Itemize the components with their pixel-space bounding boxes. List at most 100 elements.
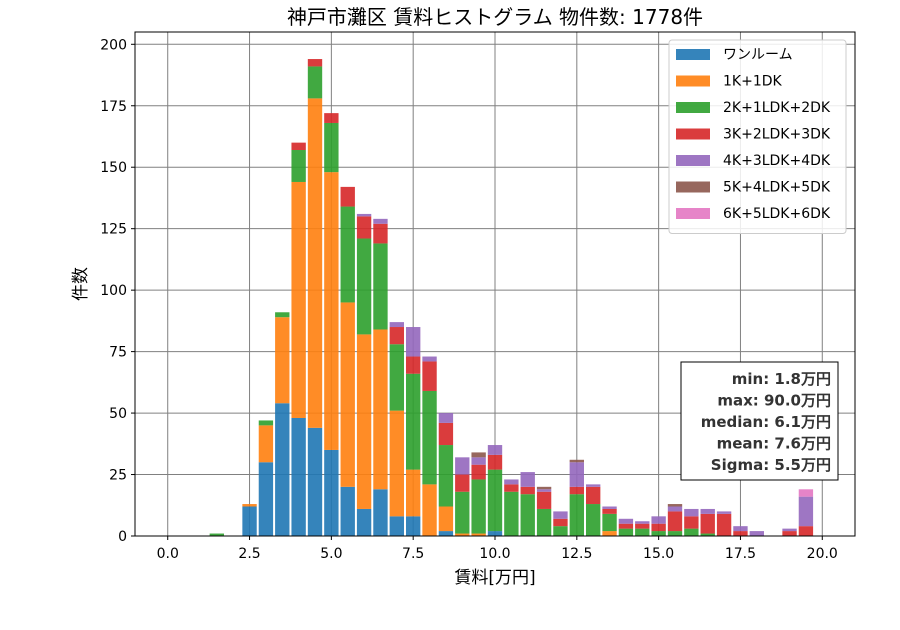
histogram-bar	[700, 508, 715, 514]
stats-frame	[680, 361, 839, 481]
histogram-bar	[569, 462, 584, 487]
histogram-bar	[487, 445, 503, 455]
histogram-bar	[504, 484, 519, 492]
histogram-bar	[438, 531, 454, 536]
chart-title: 神戸市灘区 賃料ヒストグラム 物件数: 1778件	[287, 5, 703, 29]
histogram-bar	[389, 327, 404, 345]
histogram-bar	[455, 533, 470, 536]
x-axis-label: 賃料[万円]	[454, 568, 535, 588]
legend-swatch	[676, 49, 710, 60]
histogram-bars	[209, 59, 814, 536]
histogram-bar	[242, 504, 257, 507]
histogram-bar	[586, 504, 601, 536]
histogram-bar	[569, 486, 584, 495]
histogram-bar	[389, 322, 404, 328]
histogram-bar	[569, 459, 584, 463]
histogram-bar	[373, 218, 388, 224]
y-tick-label: 0	[118, 529, 127, 545]
histogram-bar	[651, 516, 666, 524]
histogram-bar	[406, 356, 421, 374]
histogram-bar	[782, 528, 797, 532]
histogram-bar	[340, 486, 355, 536]
histogram-bar	[798, 526, 814, 536]
y-tick-label: 150	[100, 160, 127, 176]
histogram-bar	[406, 516, 421, 536]
histogram-bar	[455, 474, 470, 492]
histogram-bar	[242, 506, 257, 536]
legend-swatch	[676, 155, 710, 166]
histogram-bar	[667, 531, 683, 536]
histogram-bar	[487, 531, 503, 536]
histogram-bar	[651, 531, 666, 536]
histogram-bar	[373, 223, 388, 244]
histogram-bar	[356, 238, 372, 335]
y-tick-label: 200	[100, 37, 127, 53]
histogram-bar	[471, 479, 486, 534]
histogram-bar	[487, 454, 503, 470]
histogram-bar	[716, 511, 732, 514]
x-tick-label: 15.0	[643, 546, 674, 562]
stats-line: median: 6.1万円	[701, 413, 831, 431]
histogram-bar	[406, 469, 421, 517]
histogram-bar	[733, 531, 748, 536]
histogram-bar	[471, 457, 486, 465]
histogram-bar	[438, 506, 454, 532]
histogram-bar	[798, 489, 814, 497]
histogram-bar	[471, 452, 486, 458]
x-tick-label: 17.5	[725, 546, 756, 562]
histogram-bar	[471, 533, 486, 536]
histogram-bar	[356, 213, 372, 217]
histogram-bar	[275, 403, 290, 536]
y-tick-label: 125	[100, 222, 127, 238]
histogram-bar	[569, 494, 584, 536]
histogram-bar	[667, 506, 683, 512]
y-axis-label: 件数	[71, 267, 91, 301]
histogram-bar	[602, 531, 617, 536]
histogram-bar	[782, 531, 797, 536]
histogram-bar	[716, 513, 732, 536]
histogram-bar	[438, 422, 454, 446]
histogram-bar	[258, 462, 274, 536]
histogram-bar	[520, 494, 535, 536]
histogram-bar	[553, 526, 568, 536]
histogram-bar	[504, 491, 519, 536]
x-tick-label: 20.0	[807, 546, 838, 562]
legend-label: 2K+1LDK+2DK	[723, 100, 831, 116]
histogram-bar	[373, 489, 388, 536]
legend-label: ワンルーム	[723, 47, 793, 63]
histogram-bar	[684, 508, 699, 517]
histogram-bar	[520, 486, 535, 495]
histogram-bar	[356, 508, 372, 536]
legend-swatch	[676, 75, 710, 87]
x-axis-ticks: 0.0 2.5 5.0 7.5 10.0 12.5 15.0 17.5 20.0	[157, 536, 838, 562]
histogram-bar	[324, 172, 339, 450]
y-tick-label: 25	[109, 468, 127, 484]
histogram-bar	[684, 516, 699, 529]
histogram-bar	[389, 410, 404, 517]
histogram-bar	[275, 312, 290, 318]
stats-box: min: 1.8万円 max: 90.0万円 median: 6.1万円 mean: …	[680, 361, 839, 481]
legend-swatch	[676, 181, 710, 193]
legend-swatch	[676, 208, 710, 219]
x-tick-label: 12.5	[561, 546, 592, 562]
y-tick-label: 75	[109, 345, 127, 361]
x-tick-label: 0.0	[157, 546, 179, 562]
legend-label: 5K+4LDK+5DK	[723, 180, 831, 196]
histogram-bar	[749, 531, 764, 536]
histogram-bar	[307, 59, 323, 67]
histogram-bar	[340, 302, 355, 487]
legend-label: 1K+1DK	[723, 74, 783, 90]
stats-line: max: 90.0万円	[717, 392, 831, 410]
histogram-bar	[602, 508, 617, 514]
histogram-bar	[291, 417, 306, 536]
histogram-bar	[307, 66, 323, 99]
histogram-bar	[651, 523, 666, 532]
legend-swatch	[676, 102, 710, 113]
stats-line: Sigma: 5.5万円	[711, 456, 831, 474]
histogram-bar	[324, 449, 339, 536]
histogram-bar	[291, 142, 306, 151]
histogram-bar	[455, 491, 470, 534]
histogram-bar	[635, 523, 650, 529]
histogram-bar	[733, 526, 748, 532]
